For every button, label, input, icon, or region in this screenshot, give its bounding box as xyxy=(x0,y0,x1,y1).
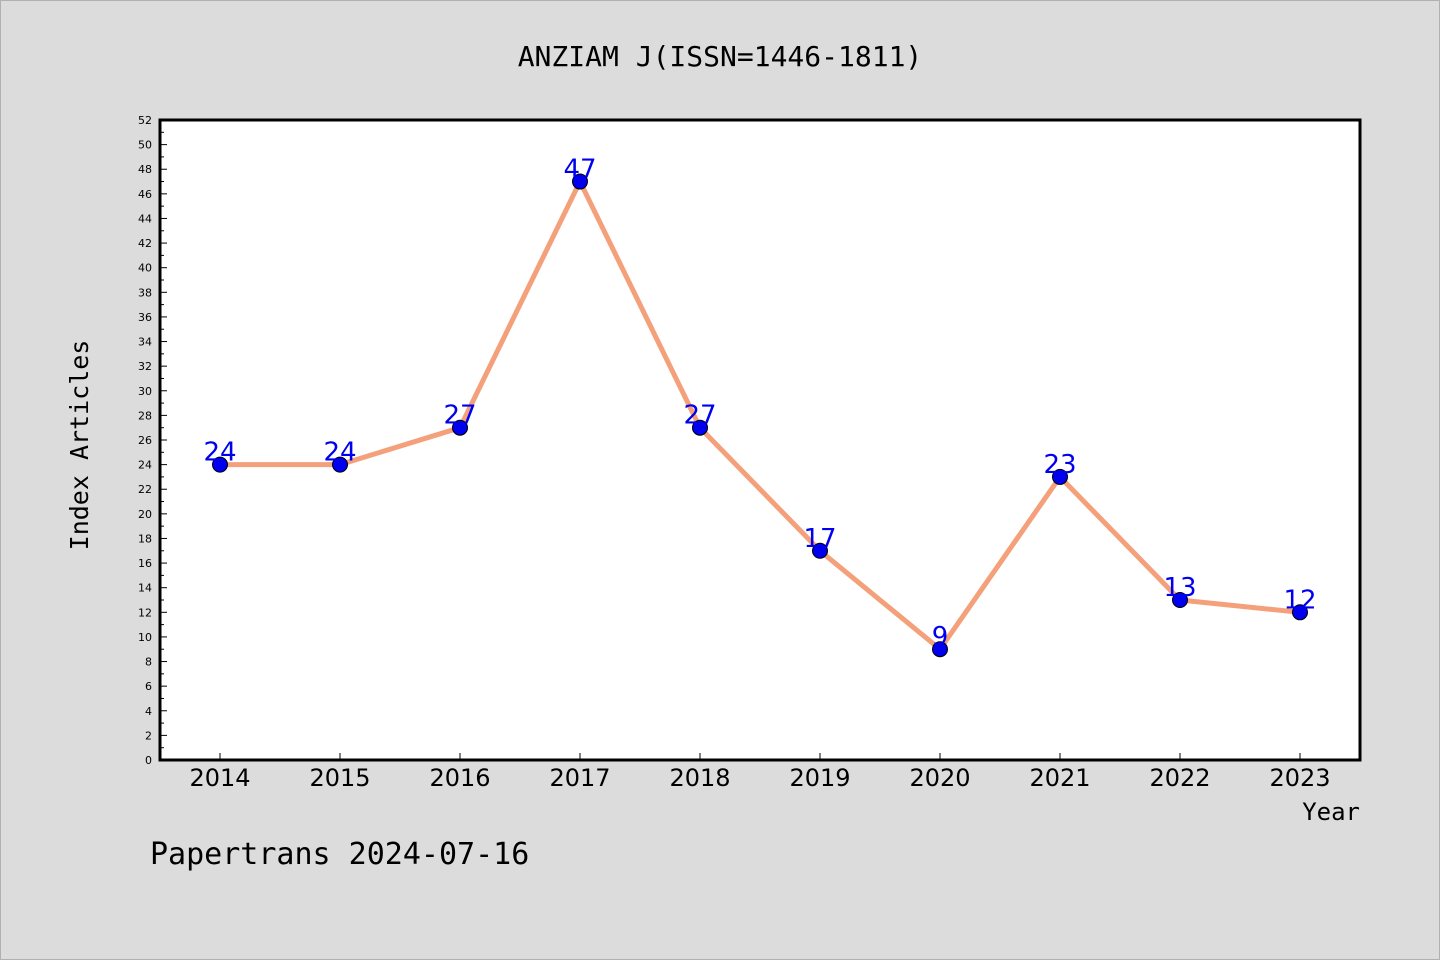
data-label: 27 xyxy=(683,401,716,431)
y-tick-label: 18 xyxy=(138,532,152,545)
plot-frame xyxy=(158,118,1362,762)
x-tick-label: 2023 xyxy=(1269,764,1330,792)
y-tick-label: 32 xyxy=(138,360,152,373)
x-tick-label: 2015 xyxy=(309,764,370,792)
data-point xyxy=(1052,468,1068,485)
y-tick-label: 4 xyxy=(145,705,152,718)
data-label: 12 xyxy=(1283,585,1316,615)
y-tick-label: 28 xyxy=(138,409,152,422)
data-label: 17 xyxy=(803,524,836,554)
x-tick-label: 2017 xyxy=(549,764,610,792)
data-label: 27 xyxy=(443,401,476,431)
data-label: 13 xyxy=(1163,573,1196,603)
y-tick-label: 10 xyxy=(138,631,152,644)
y-tick-label: 14 xyxy=(138,582,152,595)
y-tick-label: 2 xyxy=(145,729,152,742)
x-tick-label: 2019 xyxy=(789,764,850,792)
x-tick-label: 2018 xyxy=(669,764,730,792)
y-tick-label: 8 xyxy=(145,656,152,669)
series-line xyxy=(217,179,1303,652)
data-point xyxy=(572,173,588,190)
y-tick-label: 16 xyxy=(138,557,152,570)
y-tick-label: 6 xyxy=(145,680,152,693)
y-tick-label: 44 xyxy=(138,212,152,225)
footer-watermark: Papertrans 2024-07-16 xyxy=(150,837,529,872)
y-tick-label: 34 xyxy=(138,336,152,349)
data-point xyxy=(932,641,948,658)
y-axis-label: Index Articles xyxy=(65,340,94,551)
x-tick-label: 2020 xyxy=(909,764,970,792)
data-label: 24 xyxy=(203,438,236,468)
y-tick-label: 12 xyxy=(138,606,152,619)
data-label: 24 xyxy=(323,438,356,468)
x-tick-label: 2022 xyxy=(1149,764,1210,792)
data-point xyxy=(1172,592,1188,608)
y-tick-label: 26 xyxy=(138,434,152,447)
y-tick-label: 38 xyxy=(138,286,152,299)
y-tick-label: 48 xyxy=(138,163,152,176)
data-point xyxy=(812,542,828,559)
data-point xyxy=(212,456,228,473)
y-tick-label: 50 xyxy=(138,139,152,152)
chart-title: ANZIAM J(ISSN=1446-1811) xyxy=(518,40,923,73)
data-point xyxy=(452,419,468,436)
x-tick-label: 2016 xyxy=(429,764,490,792)
y-tick-label: 52 xyxy=(138,114,152,127)
plot-area xyxy=(160,120,1360,760)
y-tick-label: 42 xyxy=(138,237,152,250)
x-axis-ticks: 2014 2015 2016 2017 2018 2019 2020 2021 2022 2023 xyxy=(189,753,1331,792)
y-tick-label: 24 xyxy=(138,459,152,472)
data-point xyxy=(332,456,348,473)
y-tick-label: 40 xyxy=(138,262,152,275)
x-tick-label: 2021 xyxy=(1029,764,1090,792)
x-tick-label: 2014 xyxy=(189,764,250,792)
series-layer: 24 24 27 47 27 17 9 23 13 12 xyxy=(203,155,1317,658)
y-tick-label: 0 xyxy=(145,754,152,767)
y-tick-label: 30 xyxy=(138,385,152,398)
y-tick-label: 22 xyxy=(138,483,152,496)
data-label: 23 xyxy=(1043,450,1076,480)
y-tick-label: 20 xyxy=(138,508,152,521)
data-label: 9 xyxy=(932,622,949,652)
data-label: 47 xyxy=(563,155,596,185)
x-axis-label: Year xyxy=(1302,798,1360,826)
y-tick-label: 46 xyxy=(138,188,152,201)
data-point xyxy=(1292,604,1308,621)
y-tick-label: 36 xyxy=(138,311,152,324)
data-point xyxy=(692,419,708,436)
